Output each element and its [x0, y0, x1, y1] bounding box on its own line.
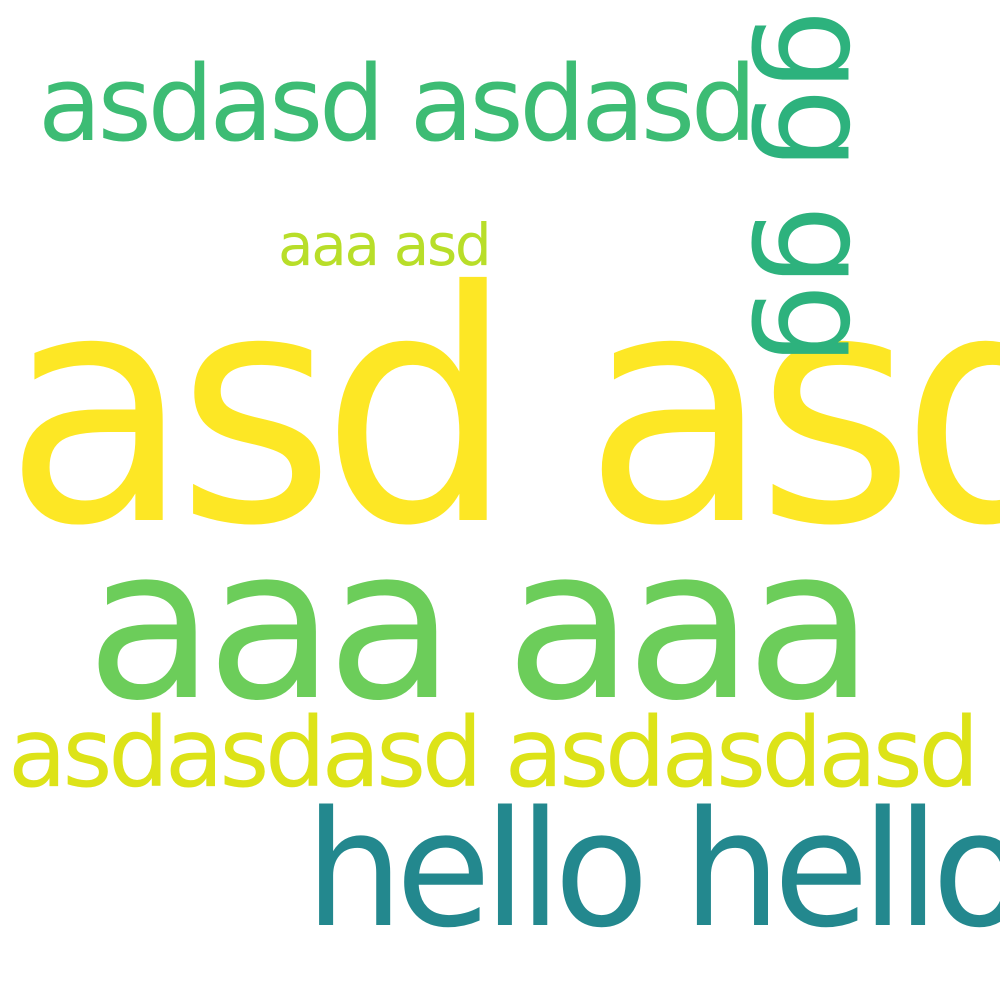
word-hello-hello: hello hello — [305, 776, 1000, 963]
word-aaa-asd: aaa asd — [278, 211, 492, 279]
word-gg-gg: gg gg — [747, 10, 896, 363]
word-asd-asd: asd asd — [4, 224, 1000, 596]
word-aaa-aaa: aaa aaa — [86, 502, 874, 747]
word-asdasdasd-asdasdasd: asdasdasd asdasdasd — [8, 697, 979, 809]
word-asdasd-asdasd: asdasd asdasd — [38, 43, 757, 165]
